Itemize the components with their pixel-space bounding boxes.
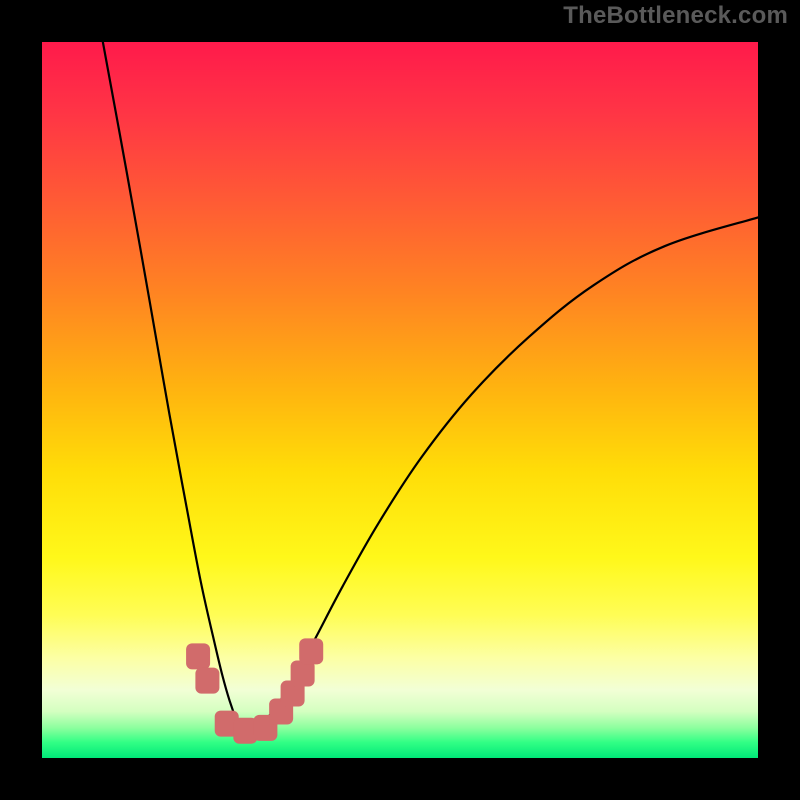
watermark-text: TheBottleneck.com: [563, 2, 788, 30]
curve-marker: [291, 661, 315, 687]
plot-svg: [42, 42, 758, 758]
curve-marker: [186, 643, 210, 669]
gradient-background: [42, 42, 758, 758]
curve-marker: [299, 638, 323, 664]
chart-container: TheBottleneck.com: [0, 0, 800, 800]
plot-area: [42, 42, 758, 758]
curve-marker: [195, 668, 219, 694]
